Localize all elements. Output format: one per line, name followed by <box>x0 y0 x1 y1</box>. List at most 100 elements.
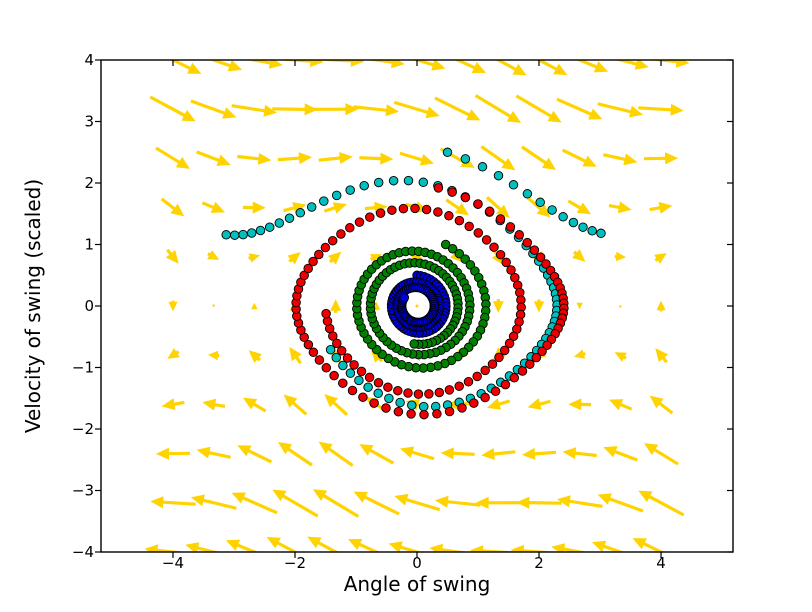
trajectory-dot <box>460 154 471 164</box>
trajectory-dot <box>587 226 597 236</box>
trajectory-dot <box>514 230 525 240</box>
quiver-arrow <box>347 539 381 552</box>
quiver-arrow <box>551 543 589 552</box>
trajectory-dot <box>558 212 568 222</box>
trajectory-dot <box>517 366 528 376</box>
quiver-arrow <box>567 199 591 215</box>
trajectory-dot <box>490 386 501 397</box>
quiver-arrow <box>323 202 347 214</box>
trajectory-dot <box>481 235 492 245</box>
x-tick-label: 4 <box>656 554 666 572</box>
trajectory-dot <box>578 222 588 232</box>
trajectory-dot <box>419 409 429 420</box>
trajectory-dot <box>375 208 386 218</box>
quiver-arrow <box>287 252 301 265</box>
quiver-arrow <box>190 99 237 119</box>
quiver-arrow <box>231 492 278 515</box>
trajectory-dot <box>221 230 231 240</box>
quiver-arrow <box>266 537 299 552</box>
trajectory-dot <box>525 359 535 369</box>
y-tick-label: 4 <box>84 51 94 69</box>
quiver-arrow <box>237 445 273 464</box>
quiver-arrow <box>429 543 469 552</box>
trajectory-dot <box>329 370 339 381</box>
quiver-arrow <box>597 102 644 118</box>
trajectory-dot <box>424 389 434 399</box>
trajectory-dot <box>407 400 417 410</box>
quiver-arrow <box>364 201 388 214</box>
y-tick-label: 3 <box>84 113 94 131</box>
quiver-arrow <box>453 60 487 73</box>
quiver-arrow <box>614 352 627 362</box>
quiver-arrow <box>527 398 551 410</box>
quiver-arrow <box>370 254 382 264</box>
quiver-arrow <box>330 299 342 313</box>
quiver-arrow <box>632 538 665 552</box>
x-tick-label: 2 <box>534 554 544 572</box>
quiver-arrow <box>649 395 674 415</box>
trajectory-dot <box>299 270 309 281</box>
trajectory-inner-spiral-trajectory-layer <box>386 270 451 338</box>
trajectory-dot <box>383 382 393 392</box>
trajectory-dot <box>395 397 405 408</box>
trajectory-dot <box>472 371 482 382</box>
trajectory-dot <box>306 202 317 212</box>
quiver-arrow <box>208 60 243 72</box>
trajectory-dot <box>363 382 373 392</box>
quiver-arrow <box>603 153 638 166</box>
trajectory-dot <box>354 217 365 227</box>
quiver-arrow <box>487 398 511 410</box>
y-tick-label: −4 <box>72 543 94 561</box>
quiver-arrow <box>480 145 516 171</box>
quiver-arrow <box>165 248 179 264</box>
x-tick-label: 0 <box>412 554 422 572</box>
trajectory-dot <box>338 378 348 388</box>
quiver-arrow <box>435 495 481 508</box>
trajectory-dot <box>303 339 314 350</box>
quiver-arrow <box>644 152 679 165</box>
quiver-arrow <box>557 495 603 508</box>
trajectory-dot <box>535 197 545 208</box>
quiver-arrow <box>242 201 266 214</box>
trajectory-dot <box>500 379 511 390</box>
y-tick-label: −3 <box>72 482 94 500</box>
y-tick-label: 1 <box>84 236 94 254</box>
quiver-arrow <box>591 540 626 552</box>
quiver-arrow <box>515 94 562 123</box>
trajectory-dot <box>359 180 369 191</box>
quiver-arrow <box>307 536 340 552</box>
y-tick-label: −2 <box>72 420 94 438</box>
trajectory-dot <box>410 203 420 214</box>
trajectory-dot <box>494 352 504 363</box>
trajectory-dot <box>433 207 443 217</box>
trajectory-dot <box>331 190 342 201</box>
trajectory-dot <box>535 252 546 262</box>
trajectory-dot <box>440 239 451 250</box>
trajectory-dot <box>454 215 465 226</box>
trajectory-dot <box>522 237 533 248</box>
trajectory-dot <box>399 292 410 303</box>
trajectory-dot <box>489 242 499 252</box>
quiver-arrow <box>434 96 481 121</box>
trajectory-dot <box>493 170 504 181</box>
trajectory-dot <box>347 385 358 396</box>
quiver-arrow <box>603 446 638 462</box>
quiver-arrow <box>618 304 622 308</box>
quiver-arrow <box>251 302 258 310</box>
quiver-arrow <box>289 347 302 365</box>
quiver-arrow <box>272 489 319 518</box>
quiver-arrow <box>526 196 551 218</box>
trajectory-dot <box>495 214 506 224</box>
trajectory-dot <box>509 373 520 383</box>
quiver-arrow <box>556 97 603 120</box>
trajectory-dot <box>447 244 458 254</box>
quiver-arrow <box>574 349 586 359</box>
quiver-arrow <box>649 201 673 214</box>
trajectory-dot <box>406 409 416 419</box>
trajectory-dot <box>505 222 516 232</box>
trajectory-dot <box>264 222 275 232</box>
quiver-arrow <box>495 60 527 76</box>
trajectory-dot <box>460 192 471 203</box>
quiver-arrow <box>272 103 318 116</box>
